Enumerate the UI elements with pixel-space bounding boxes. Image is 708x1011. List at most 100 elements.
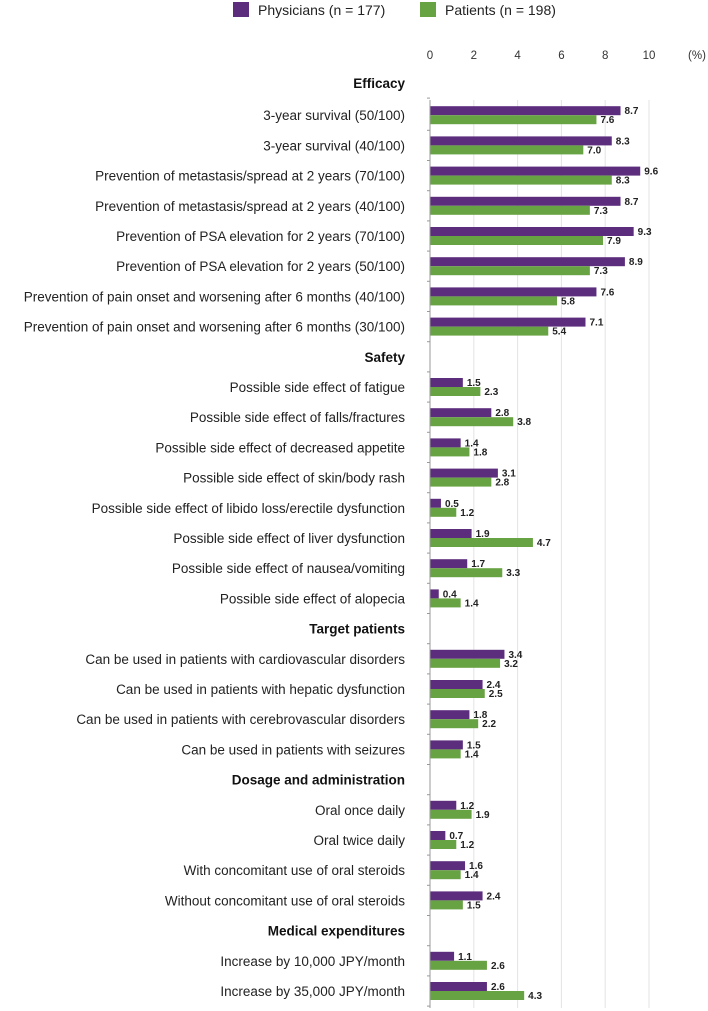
x-tick-label: 10 — [643, 50, 656, 62]
physicians-value-label: 2.8 — [495, 408, 509, 419]
patients-value-label: 2.2 — [482, 719, 496, 730]
category-header: Target patients — [309, 622, 405, 637]
patients-value-label: 3.2 — [504, 659, 518, 670]
patients-bar — [430, 870, 461, 880]
item-label: Can be used in patients with cerebrovasc… — [76, 712, 405, 727]
patients-value-label: 1.2 — [460, 840, 474, 851]
physicians-value-label: 0.4 — [443, 589, 457, 600]
patients-bar — [430, 447, 470, 457]
patients-bar — [430, 175, 612, 185]
patients-bar — [430, 900, 463, 910]
physicians-bar — [430, 136, 612, 146]
physicians-bar — [430, 227, 634, 236]
patients-bar — [430, 840, 457, 849]
x-tick-label: 0 — [427, 50, 433, 62]
physicians-value-label: 7.6 — [600, 287, 614, 298]
item-label: Oral once daily — [315, 803, 405, 818]
physicians-value-label: 0.5 — [445, 499, 459, 510]
legend-swatch-physicians — [233, 2, 249, 17]
patients-bar — [430, 326, 549, 336]
patients-value-label: 4.3 — [528, 991, 542, 1002]
item-label: Possible side effect of fatigue — [230, 380, 405, 395]
item-label: Increase by 10,000 JPY/month — [220, 954, 405, 969]
physicians-bar — [430, 649, 505, 659]
patients-bar — [430, 960, 487, 970]
legend-label-patients: Patients (n = 198) — [445, 2, 556, 18]
patients-bar — [430, 296, 558, 306]
physicians-bar — [430, 317, 586, 327]
physicians-bar — [430, 982, 487, 991]
physicians-bar — [430, 378, 463, 387]
physicians-value-label: 8.7 — [625, 106, 639, 117]
patients-bar — [430, 749, 461, 759]
physicians-bar — [430, 196, 621, 206]
patients-bar — [430, 598, 461, 608]
item-label: Prevention of PSA elevation for 2 years … — [116, 259, 405, 274]
patients-value-label: 5.4 — [552, 327, 566, 338]
item-label: Prevention of PSA elevation for 2 years … — [116, 229, 405, 244]
patients-value-label: 1.2 — [460, 508, 474, 519]
item-label: Possible side effect of liver dysfunctio… — [173, 531, 405, 546]
patients-value-label: 5.8 — [561, 296, 575, 307]
x-tick-label: 2 — [471, 50, 477, 62]
item-label: Prevention of metastasis/spread at 2 yea… — [95, 169, 405, 184]
physicians-bar — [430, 408, 492, 418]
item-label: Possible side effect of falls/fractures — [190, 410, 405, 425]
patients-value-label: 1.8 — [473, 447, 487, 458]
patients-bar — [430, 689, 485, 698]
category-header: Dosage and administration — [232, 773, 405, 788]
patients-bar — [430, 477, 492, 487]
physicians-value-label: 1.5 — [467, 740, 481, 751]
physicians-bar — [430, 438, 461, 448]
patients-bar — [430, 991, 525, 1000]
item-label: Possible side effect of decreased appeti… — [155, 440, 405, 455]
physicians-bar — [430, 831, 446, 840]
patients-value-label: 1.4 — [465, 598, 479, 609]
item-label: Possible side effect of libido loss/erec… — [92, 501, 405, 516]
physicians-bar — [430, 106, 621, 116]
patients-value-label: 7.0 — [587, 145, 601, 156]
patients-bar — [430, 145, 584, 155]
physicians-value-label: 2.6 — [491, 982, 505, 993]
physicians-value-label: 9.6 — [644, 167, 658, 178]
category-header: Safety — [364, 350, 405, 365]
item-label: Possible side effect of skin/body rash — [183, 471, 405, 486]
patients-bar — [430, 568, 503, 578]
item-label: Possible side effect of alopecia — [220, 591, 406, 606]
legend-swatch-patients — [420, 2, 436, 17]
physicians-value-label: 8.9 — [629, 257, 643, 268]
physicians-value-label: 3.4 — [508, 650, 522, 661]
item-label: 3-year survival (50/100) — [263, 108, 405, 123]
item-label: With concomitant use of oral steroids — [184, 863, 406, 878]
x-tick-label: 8 — [602, 50, 608, 62]
patients-value-label: 7.9 — [607, 236, 621, 247]
item-label: Possible side effect of nausea/vomiting — [172, 561, 405, 576]
patients-value-label: 2.6 — [491, 961, 505, 972]
physicians-value-label: 2.4 — [487, 680, 501, 691]
item-label: Oral twice daily — [313, 833, 405, 848]
patients-value-label: 3.3 — [506, 568, 520, 579]
physicians-value-label: 1.7 — [471, 559, 485, 570]
physicians-bar — [430, 166, 641, 176]
patients-value-label: 2.5 — [489, 689, 503, 700]
physicians-value-label: 1.9 — [476, 529, 490, 540]
physicians-value-label: 8.3 — [616, 136, 630, 147]
physicians-value-label: 8.7 — [625, 197, 639, 208]
item-label: Can be used in patients with hepatic dys… — [116, 682, 405, 697]
physicians-bar — [430, 710, 470, 720]
physicians-value-label: 3.1 — [502, 469, 516, 480]
physicians-bar — [430, 257, 625, 267]
unit-label: (%) — [688, 50, 706, 62]
physicians-value-label: 9.3 — [638, 227, 652, 238]
physicians-bar — [430, 468, 498, 478]
patients-bar — [430, 658, 501, 668]
patients-bar — [430, 809, 472, 819]
physicians-bar — [430, 861, 466, 871]
patients-value-label: 4.7 — [537, 538, 551, 549]
patients-value-label: 2.8 — [495, 478, 509, 489]
physicians-bar — [430, 498, 441, 508]
physicians-bar — [430, 740, 463, 750]
item-label: Can be used in patients with seizures — [181, 742, 405, 757]
physicians-value-label: 1.2 — [460, 801, 474, 812]
physicians-bar — [430, 891, 483, 901]
